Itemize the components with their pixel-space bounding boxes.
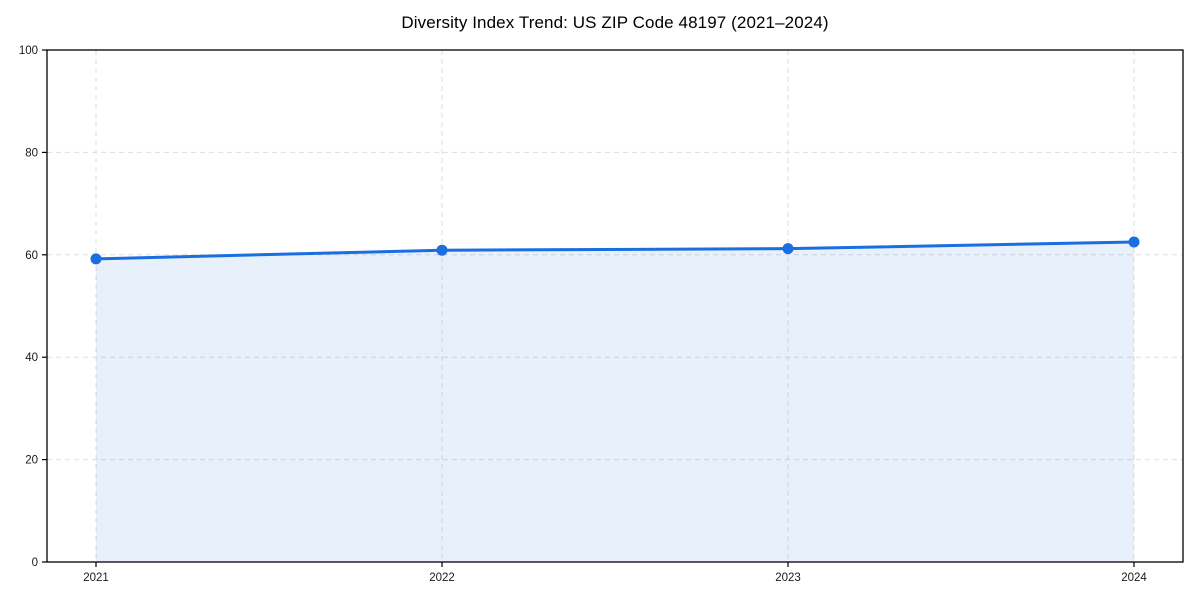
y-tick-label: 40 xyxy=(25,352,38,364)
data-point-marker xyxy=(436,244,448,256)
y-tick-label: 20 xyxy=(25,455,38,467)
y-tick-label: 0 xyxy=(32,557,38,569)
area-fill xyxy=(96,242,1134,562)
trend-line xyxy=(94,240,1136,261)
data-point-marker xyxy=(1128,236,1140,248)
x-tick-label: 2024 xyxy=(1121,572,1147,584)
y-tick-label: 100 xyxy=(19,45,38,57)
x-tick-label: 2021 xyxy=(83,572,109,584)
y-tick-label: 80 xyxy=(25,147,38,159)
x-tick-label: 2023 xyxy=(775,572,801,584)
x-tick-label: 2022 xyxy=(429,572,455,584)
chart-title: Diversity Index Trend: US ZIP Code 48197… xyxy=(401,13,829,32)
y-tick-label: 60 xyxy=(25,250,38,262)
data-point-marker xyxy=(90,253,102,265)
data-point-marker xyxy=(782,243,794,255)
plot-border xyxy=(46,49,1184,563)
